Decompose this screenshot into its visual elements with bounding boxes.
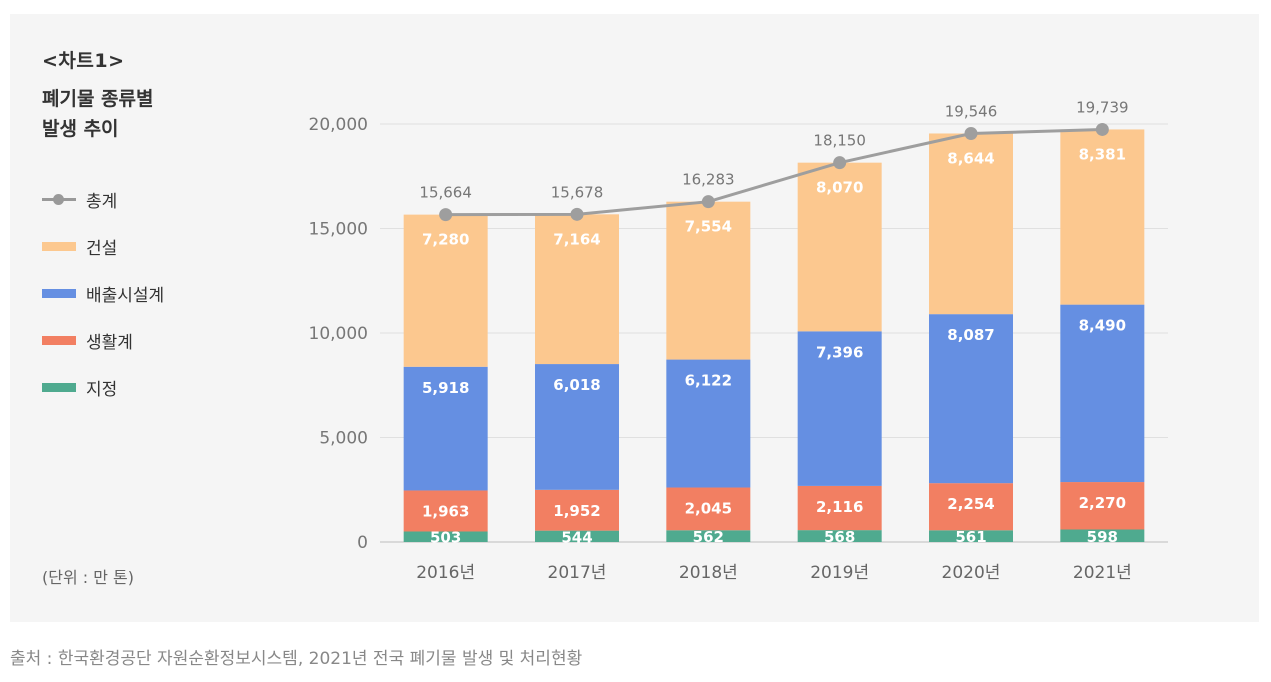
legend-swatch-icon	[42, 289, 76, 298]
data-label: 8,644	[947, 149, 994, 167]
x-tick-label: 2018년	[679, 563, 738, 583]
total-label: 15,678	[551, 183, 604, 201]
data-label: 8,087	[947, 326, 994, 344]
total-line	[445, 127, 1103, 217]
y-tick-label: 0	[357, 533, 368, 553]
legend-item-designated: 지정	[42, 364, 164, 411]
legend-label: 총계	[86, 192, 118, 212]
total-label: 15,664	[419, 184, 472, 202]
legend-swatch-icon	[42, 242, 76, 251]
x-tick-label: 2019년	[810, 563, 869, 583]
bar-segment	[535, 530, 619, 542]
legend-swatch-icon	[42, 336, 76, 345]
bar-segment	[1060, 482, 1145, 530]
total-point	[439, 208, 453, 222]
legend: 총계 건설 배출시설계 생활계 지정	[42, 176, 164, 411]
data-label: 8,381	[1079, 145, 1126, 163]
legend-label: 생활계	[86, 333, 133, 353]
bar-segment	[403, 490, 488, 532]
legend-swatch-icon	[42, 383, 76, 392]
data-label: 7,554	[685, 218, 732, 236]
x-tick-label: 2020년	[942, 563, 1001, 583]
legend-label: 배출시설계	[86, 286, 165, 306]
total-label: 19,739	[1076, 98, 1129, 116]
bar-segment	[797, 530, 882, 542]
total-point	[964, 126, 978, 140]
bar-segment	[929, 530, 1013, 542]
legend-label: 지정	[86, 380, 118, 400]
bar-segment	[1060, 129, 1145, 305]
legend-item-construction: 건설	[42, 223, 164, 270]
data-label: 568	[824, 528, 855, 546]
bar-segment	[403, 214, 488, 367]
data-label: 562	[693, 528, 724, 546]
data-label: 2,270	[1079, 494, 1126, 512]
data-label: 6,018	[553, 376, 600, 394]
bar-segment	[929, 314, 1013, 484]
bar-segment	[929, 483, 1013, 531]
total-point	[1095, 122, 1109, 136]
data-label: 8,490	[1079, 317, 1126, 335]
data-label: 7,280	[422, 231, 469, 249]
chart-panel	[10, 14, 1259, 622]
bar-segment	[666, 487, 751, 531]
data-label: 5,918	[422, 379, 469, 397]
data-label: 2,045	[685, 500, 732, 518]
bar-segment	[666, 201, 751, 360]
data-label: 7,396	[816, 343, 863, 361]
data-label: 1,952	[553, 502, 600, 520]
data-label: 6,122	[685, 372, 732, 390]
bar-segment	[797, 162, 882, 332]
data-label: 598	[1087, 528, 1118, 546]
bar-segment	[797, 331, 882, 486]
total-point	[833, 156, 847, 170]
data-label: 7,164	[553, 230, 600, 248]
bar-segment	[403, 366, 488, 491]
total-point	[570, 207, 584, 221]
bar-segment	[1060, 304, 1145, 483]
chart-title: 폐기물 종류별 발생 추이	[42, 84, 242, 144]
data-label: 544	[561, 528, 592, 546]
legend-line-marker-icon	[42, 194, 76, 205]
bar-segment	[929, 133, 1013, 315]
data-label: 1,963	[422, 502, 469, 520]
chart-label: <차트1>	[42, 50, 125, 72]
bar-segment	[666, 530, 751, 542]
legend-item-household: 생활계	[42, 317, 164, 364]
bar-segment	[535, 214, 619, 365]
legend-label: 건설	[86, 239, 118, 259]
bar-segment	[535, 364, 619, 490]
legend-item-facility: 배출시설계	[42, 270, 164, 317]
total-label: 16,283	[682, 171, 735, 189]
source-note: 출처 : 한국환경공단 자원순환정보시스템, 2021년 전국 폐기물 발생 및…	[10, 649, 583, 669]
chart-title-line2: 발생 추이	[42, 118, 119, 140]
data-label: 561	[955, 528, 986, 546]
data-label: 8,070	[816, 179, 863, 197]
y-tick-label: 5,000	[319, 429, 368, 449]
x-tick-label: 2017년	[548, 563, 607, 583]
y-tick-label: 10,000	[309, 324, 368, 344]
y-tick-label: 15,000	[309, 220, 368, 240]
x-tick-label: 2016년	[416, 563, 475, 583]
bar-segment	[1060, 529, 1145, 542]
total-point	[701, 195, 715, 209]
chart-title-line1: 폐기물 종류별	[42, 88, 154, 110]
bar-segment	[535, 489, 619, 531]
total-label: 19,546	[945, 102, 998, 120]
legend-item-total: 총계	[42, 176, 164, 223]
bar-segment	[666, 359, 751, 488]
data-label: 2,116	[816, 498, 863, 516]
data-label: 2,254	[947, 495, 994, 513]
y-tick-label: 20,000	[309, 115, 368, 135]
total-label: 18,150	[813, 132, 866, 150]
x-tick-label: 2021년	[1073, 563, 1132, 583]
unit-label: (단위 : 만 톤)	[42, 568, 135, 587]
data-label: 503	[430, 529, 461, 547]
bar-segment	[403, 531, 488, 542]
bar-segment	[797, 485, 882, 531]
